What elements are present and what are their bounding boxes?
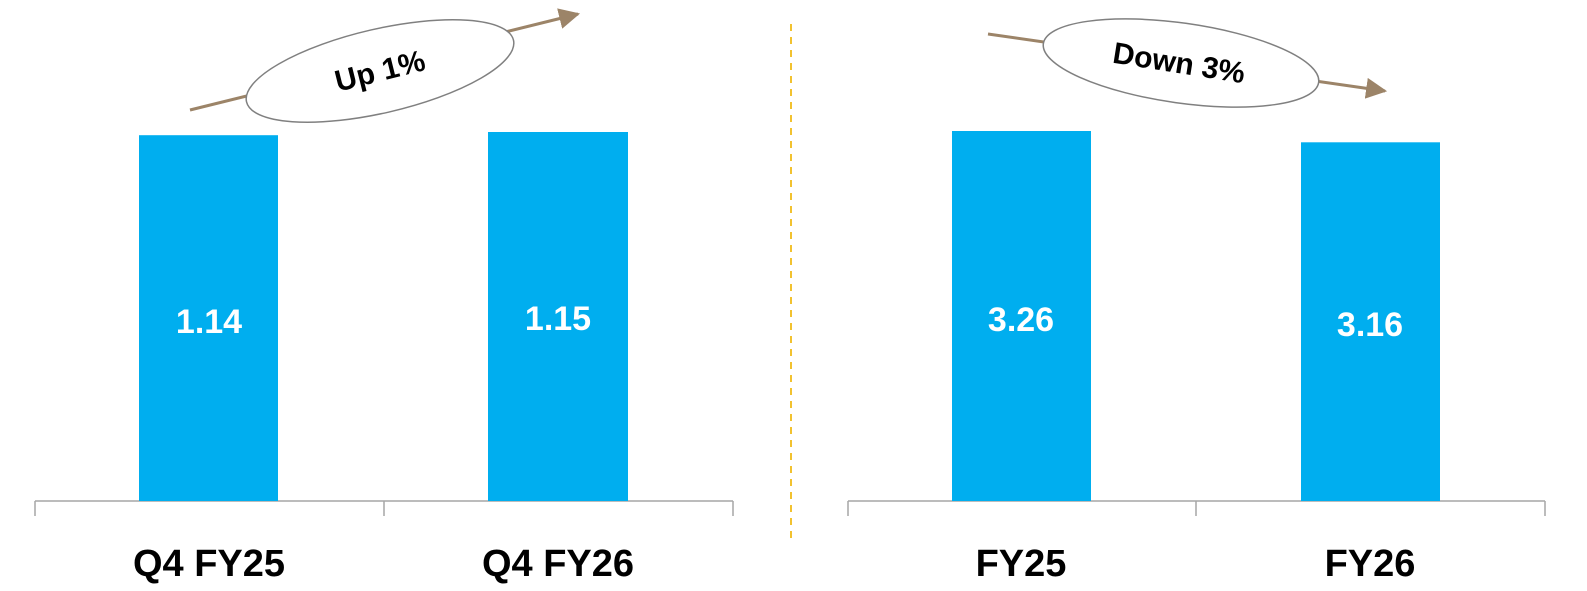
trend-annotation-down: Down 3% <box>987 18 1388 108</box>
trend-annotation-up: Up 1% <box>189 8 581 123</box>
category-label: Q4 FY26 <box>482 543 634 585</box>
trend-badge <box>1042 18 1320 108</box>
chart-annual: 3.26 3.16 FY25 FY26 Down 3% <box>847 18 1546 585</box>
chart-quarterly: 1.14 1.15 Q4 FY25 Q4 FY26 Up 1% <box>34 8 734 585</box>
bar-fy25 <box>952 131 1091 501</box>
bar-q4-fy25 <box>139 135 278 501</box>
bar-q4-fy26 <box>488 132 628 501</box>
category-label: FY25 <box>976 543 1067 585</box>
category-label: Q4 FY25 <box>133 543 285 585</box>
data-label: 1.14 <box>176 303 242 341</box>
trend-badge <box>245 19 515 123</box>
data-label: 1.15 <box>525 300 591 338</box>
data-label: 3.16 <box>1337 306 1403 344</box>
category-label: FY26 <box>1325 543 1416 585</box>
data-label: 3.26 <box>988 301 1054 339</box>
bar-fy26 <box>1301 142 1440 502</box>
